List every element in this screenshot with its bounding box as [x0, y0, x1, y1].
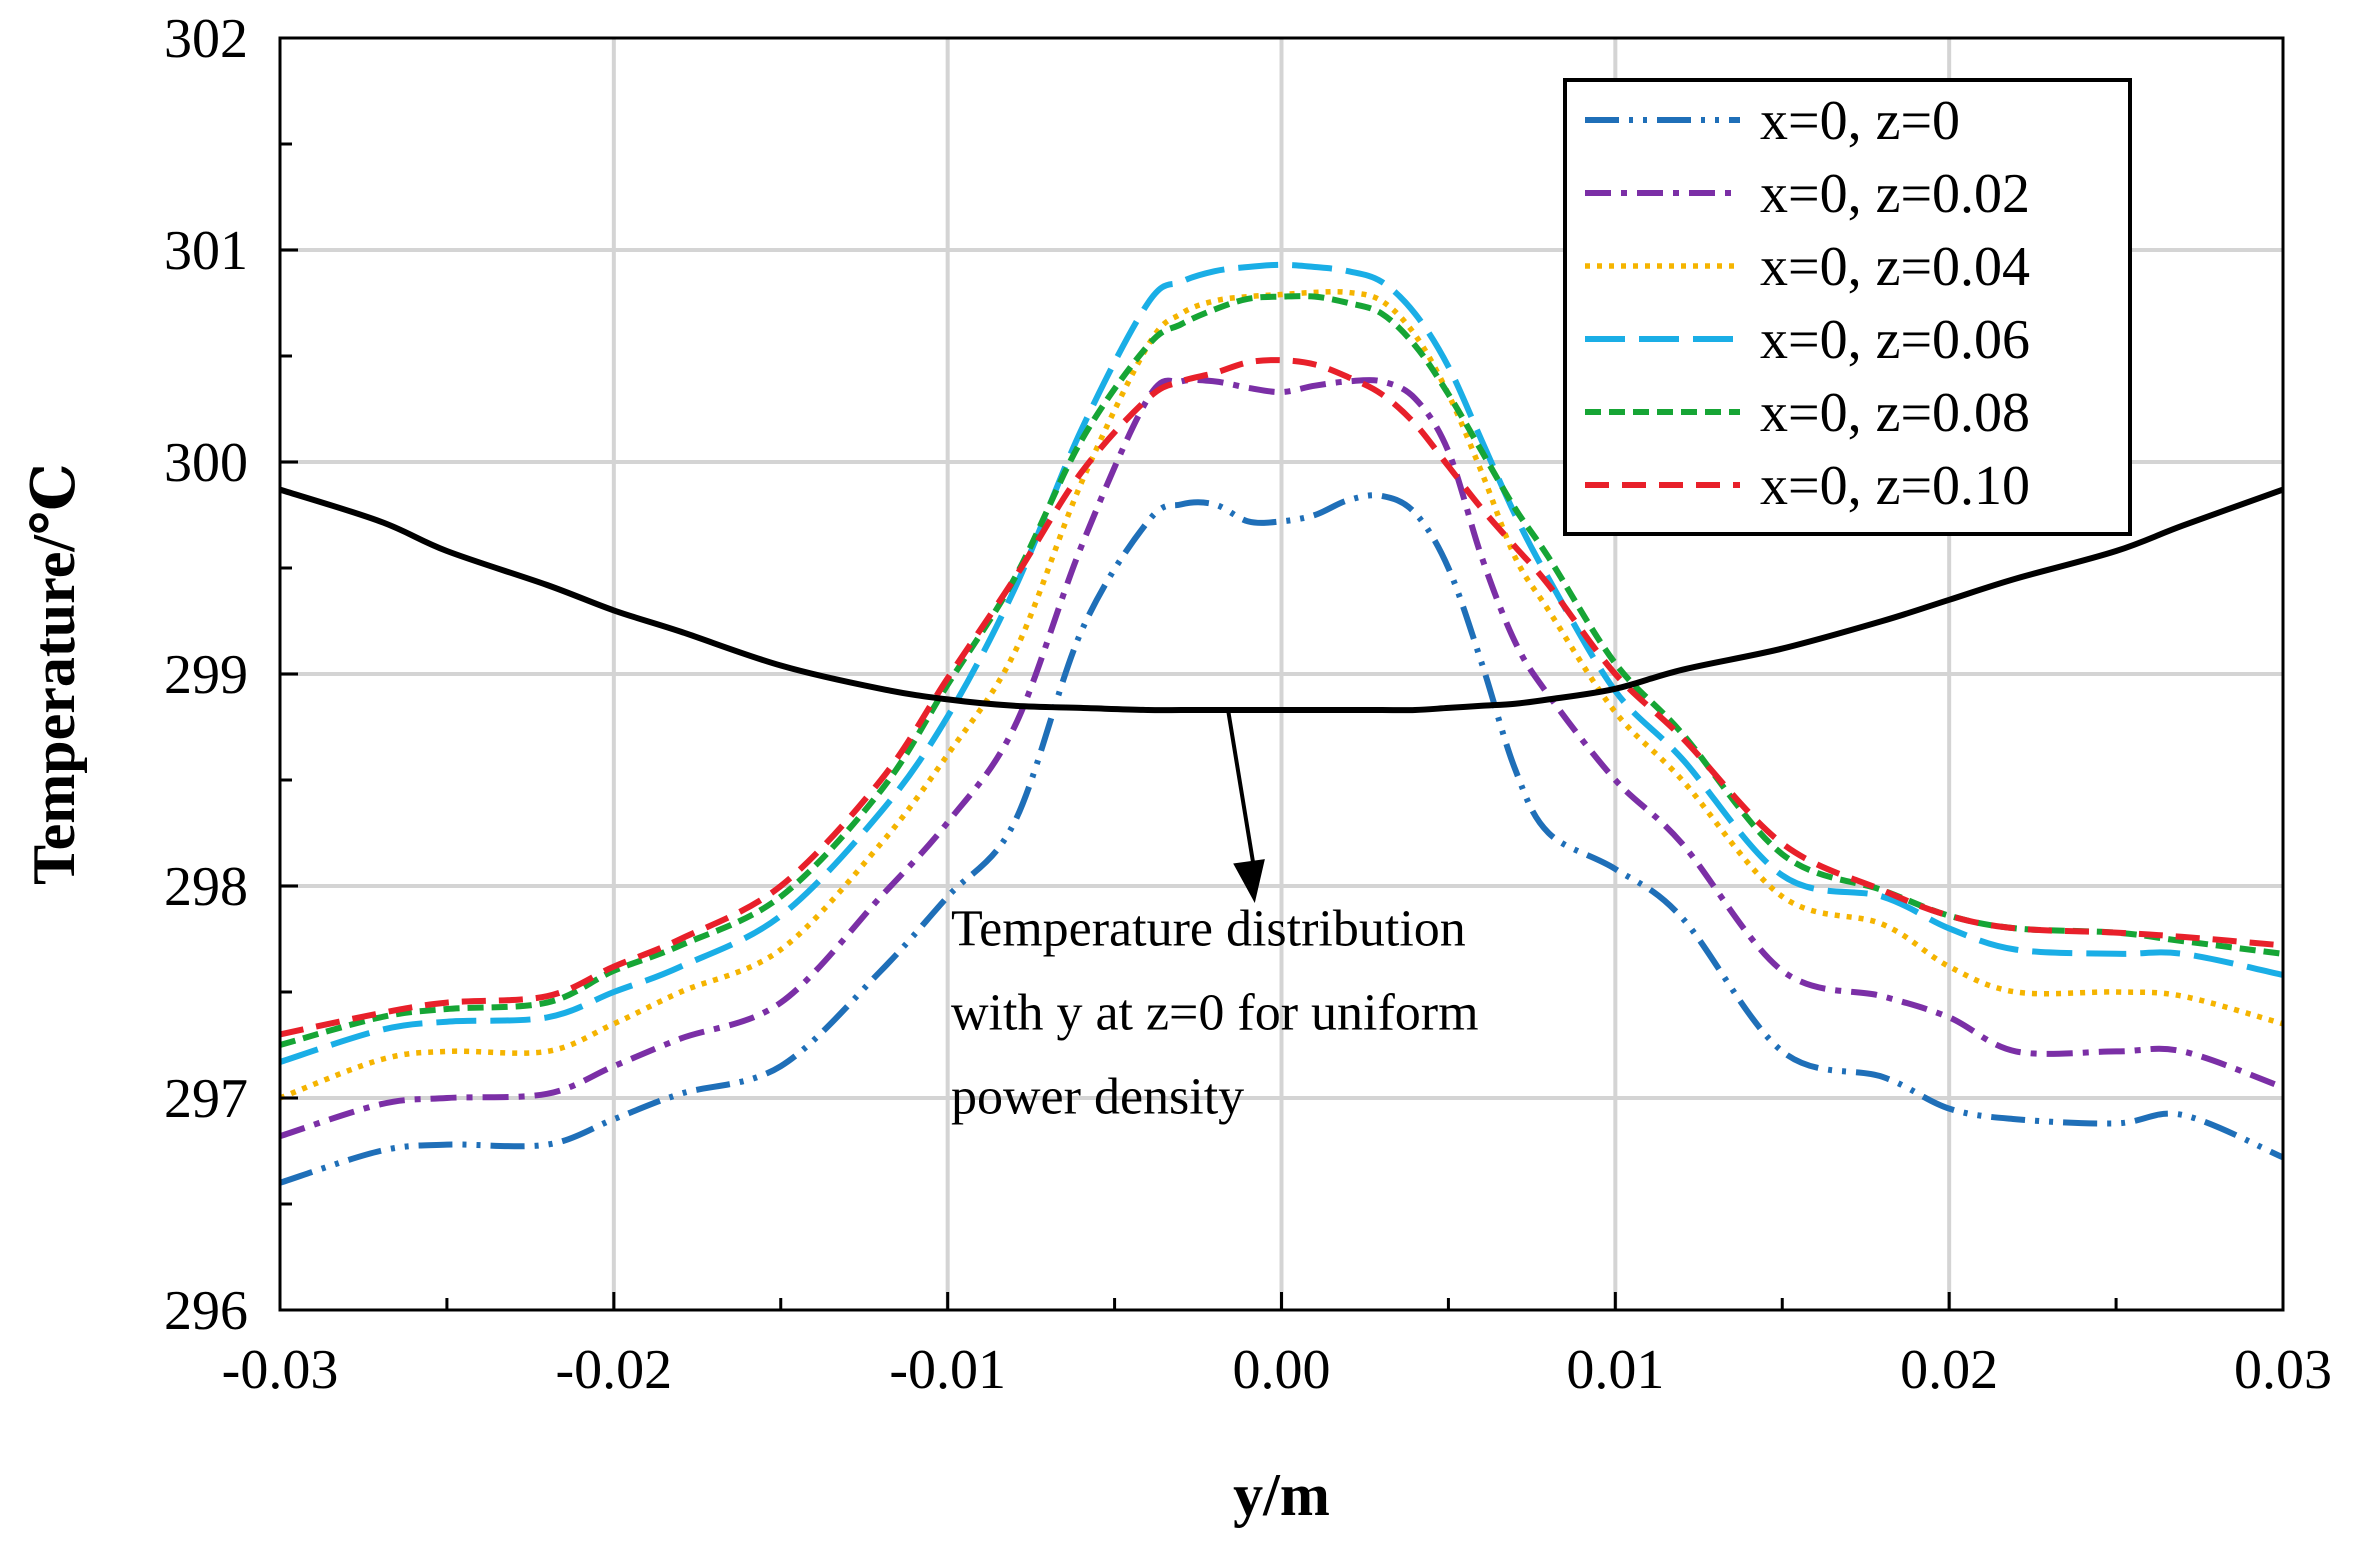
annotation-arrow-head: [1233, 859, 1265, 903]
series-line-6: [279, 486, 2285, 714]
x-tick-label: -0.03: [222, 1339, 339, 1401]
series-line-3: [279, 261, 2284, 1065]
axis-ticks: [278, 36, 2285, 1312]
y-tick-label: 296: [164, 1280, 248, 1342]
annotation-line: Temperature distribution: [951, 900, 1466, 957]
x-tick-label: 0.02: [1900, 1339, 1998, 1401]
y-tick-label: 297: [164, 1068, 248, 1130]
y-tick-label: 298: [164, 856, 248, 918]
y-tick-label: 301: [164, 220, 248, 282]
series-line-4: [279, 293, 2284, 1048]
x-tick-label: -0.02: [556, 1339, 673, 1401]
series-line-5: [279, 357, 2284, 1038]
annotation-text: Temperature distribution with y at z=0 fo…: [951, 900, 1479, 1125]
y-tick-label: 300: [164, 432, 248, 494]
x-tick-label: -0.01: [889, 1339, 1006, 1401]
series-lines: [279, 261, 2285, 1186]
series-line-0: [279, 492, 2285, 1186]
legend-box: [1563, 78, 2132, 536]
legend-label-1: x=0, z=0.02: [1760, 163, 2030, 225]
annotation-arrow-shaft: [1226, 709, 1257, 874]
legend-label-5: x=0, z=0.10: [1760, 455, 2030, 517]
y-tick-labels: 296 297 298 299 300 301 302: [164, 8, 248, 1342]
x-tick-label: 0.03: [2234, 1339, 2332, 1401]
x-axis-title: y/m: [1233, 1462, 1330, 1528]
y-axis-title: Temperature/℃: [21, 463, 87, 885]
legend-label-3: x=0, z=0.06: [1760, 309, 2030, 371]
y-tick-label: 302: [164, 8, 248, 70]
y-tick-label: 299: [164, 644, 248, 706]
x-tick-label: 0.00: [1233, 1339, 1331, 1401]
legend-label-4: x=0, z=0.08: [1760, 382, 2030, 444]
series-line-1: [279, 376, 2285, 1140]
annotation-line: power density: [951, 1068, 1244, 1125]
x-tick-label: 0.01: [1566, 1339, 1664, 1401]
legend-label-0: x=0, z=0: [1760, 90, 1960, 152]
series-line-2: [279, 288, 2284, 1101]
legend: x=0, z=0 x=0, z=0.02 x=0, z=0.04 x=0, z=0.0…: [1563, 78, 2132, 536]
annotation-line: with y at z=0 for uniform: [951, 984, 1479, 1041]
x-tick-labels: -0.03 -0.02 -0.01 0.00 0.01 0.02 0.03: [222, 1339, 2332, 1401]
legend-label-2: x=0, z=0.04: [1760, 236, 2030, 298]
annotation-arrow: [1226, 709, 1265, 903]
